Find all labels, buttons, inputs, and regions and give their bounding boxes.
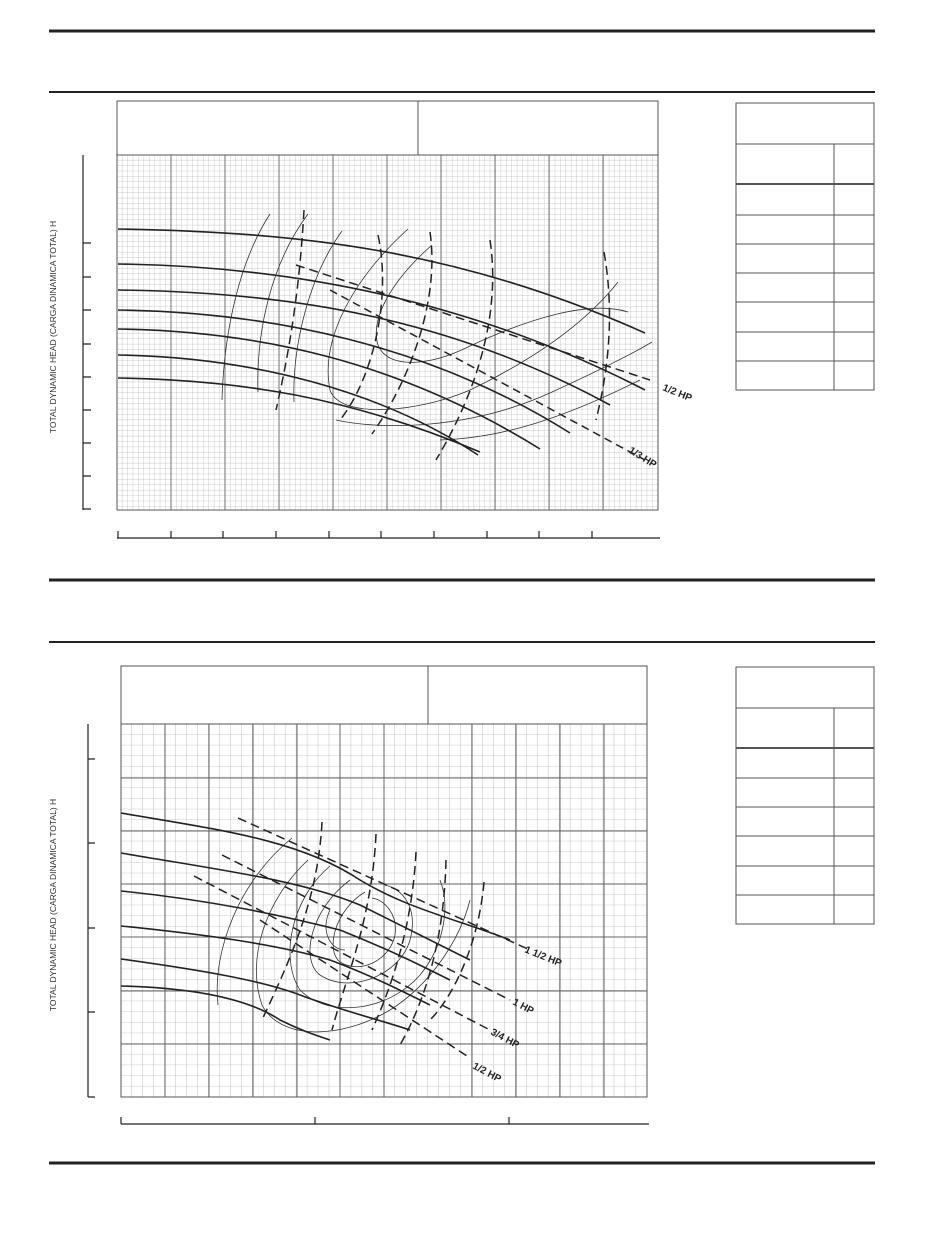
chart-1: TOTAL DYNAMIC HEAD (CARGA DINAMICA TOTAL… [48,100,875,539]
spec-table [735,102,875,391]
chart-2: TOTAL DYNAMIC HEAD (CARGA DINAMICA TOTAL… [48,665,875,1125]
major-grid [121,724,647,1097]
rules [49,29,875,1165]
head-curves [117,228,646,456]
grid [116,154,659,511]
y-axis-label: TOTAL DYNAMIC HEAD (CARGA DINAMICA TOTAL… [48,799,58,1011]
hp-label: 1/2 HP [661,383,694,405]
hp-lines [275,209,651,461]
spec-table [735,666,875,925]
chart-header [120,665,648,725]
y-axis [87,724,95,1098]
y-axis [82,155,91,510]
x-axis [117,531,660,539]
hp-lines [193,817,531,1059]
y-axis-label: TOTAL DYNAMIC HEAD (CARGA DINAMICA TOTAL… [48,221,58,433]
head-curves [120,812,511,1041]
chart-header [116,100,659,156]
efficiency-curves [221,213,653,441]
x-axis [120,1117,649,1125]
efficiency-curves [216,837,471,1033]
major-grid [170,155,604,510]
